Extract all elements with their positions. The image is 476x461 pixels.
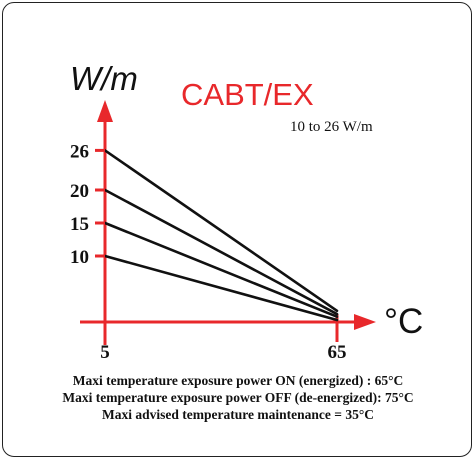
y-axis-label: W/m: [70, 60, 138, 97]
chart-title: CABT/EX: [181, 77, 314, 112]
series-line-1: [103, 149, 339, 313]
y-tick-label: 15: [70, 214, 89, 235]
footnotes: Maxi temperature exposure power ON (ener…: [0, 372, 476, 423]
y-axis-arrow: [97, 100, 113, 122]
note-power-on: Maxi temperature exposure power ON (ener…: [72, 373, 404, 388]
note-maintenance: Maxi advised temperature maintenance = 3…: [102, 407, 374, 422]
y-tick-label: 26: [70, 141, 89, 162]
series-line-2: [103, 188, 339, 316]
note-power-off: Maxi temperature exposure power OFF (de-…: [62, 390, 414, 405]
y-tick-label: 20: [70, 181, 89, 202]
x-tick-label: 5: [100, 342, 110, 363]
series-group: [103, 149, 339, 322]
ticks: 10 15 20 26 5 65: [70, 141, 347, 363]
series-line-4: [103, 254, 339, 322]
x-tick-label: 65: [328, 342, 347, 363]
axes: [80, 100, 376, 345]
chart-frame: [2, 2, 472, 457]
y-tick-label: 10: [70, 247, 89, 268]
x-axis-arrow: [354, 314, 376, 330]
chart-subtitle: 10 to 26 W/m: [290, 119, 373, 135]
x-axis-label: °C: [384, 302, 423, 341]
series-line-3: [103, 221, 339, 319]
